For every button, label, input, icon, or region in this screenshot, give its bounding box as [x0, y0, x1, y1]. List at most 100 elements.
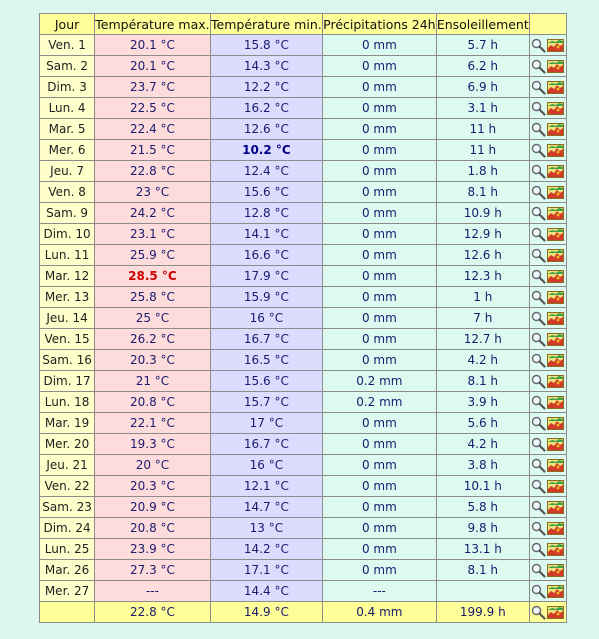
- precipitations-cell: 0 mm: [322, 517, 437, 539]
- temperature-max-cell: 27.3 °C: [94, 559, 211, 581]
- map-icon[interactable]: [547, 353, 565, 367]
- map-icon[interactable]: [547, 59, 565, 73]
- ensoleillement-cell: 13.1 h: [435, 538, 530, 560]
- magnifier-icon[interactable]: [531, 521, 547, 536]
- map-icon[interactable]: [547, 206, 565, 220]
- row-actions: [528, 454, 568, 476]
- map-icon[interactable]: [547, 374, 565, 388]
- row-actions: [528, 349, 568, 371]
- table-row: Dim. 3 23.7 °C 12.2 °C 0 mm 6.9 h: [38, 76, 568, 98]
- table-row: Mar. 19 22.1 °C 17 °C 0 mm 5.6 h: [38, 412, 568, 434]
- temperature-min-cell: 12.2 °C: [209, 76, 324, 98]
- magnifier-icon[interactable]: [531, 500, 547, 515]
- magnifier-icon[interactable]: [531, 458, 547, 473]
- magnifier-icon[interactable]: [531, 290, 547, 305]
- row-actions: [528, 559, 568, 581]
- temperature-min-cell: 15.7 °C: [209, 391, 324, 413]
- map-icon[interactable]: [547, 164, 565, 178]
- magnifier-icon[interactable]: [531, 563, 547, 578]
- magnifier-icon[interactable]: [531, 59, 547, 74]
- map-icon[interactable]: [547, 479, 565, 493]
- magnifier-icon[interactable]: [531, 374, 547, 389]
- map-icon[interactable]: [547, 458, 565, 472]
- map-icon[interactable]: [547, 563, 565, 577]
- totals-actions: [528, 601, 568, 623]
- row-actions: [528, 286, 568, 308]
- map-icon[interactable]: [547, 542, 565, 556]
- precipitations-cell: 0 mm: [322, 475, 437, 497]
- magnifier-icon[interactable]: [531, 143, 547, 158]
- temperature-min-cell: 15.8 °C: [209, 34, 324, 56]
- magnifier-icon[interactable]: [531, 227, 547, 242]
- magnifier-icon[interactable]: [531, 542, 547, 557]
- totals-temperature-min: 14.9 °C: [209, 601, 324, 623]
- temperature-min-cell: 12.1 °C: [209, 475, 324, 497]
- table-row: Lun. 11 25.9 °C 16.6 °C 0 mm 12.6 h: [38, 244, 568, 266]
- magnifier-icon[interactable]: [531, 38, 547, 53]
- precipitations-cell: 0 mm: [322, 307, 437, 329]
- magnifier-icon[interactable]: [531, 395, 547, 410]
- map-icon[interactable]: [547, 500, 565, 514]
- map-icon[interactable]: [547, 332, 565, 346]
- map-icon[interactable]: [547, 290, 565, 304]
- temperature-max-cell: 25.9 °C: [94, 244, 211, 266]
- magnifier-icon[interactable]: [531, 248, 547, 263]
- magnifier-icon[interactable]: [531, 605, 547, 620]
- day-cell: Dim. 24: [38, 517, 96, 539]
- map-icon[interactable]: [547, 395, 565, 409]
- table-row: Ven. 8 23 °C 15.6 °C 0 mm 8.1 h: [38, 181, 568, 203]
- map-icon[interactable]: [547, 416, 565, 430]
- table-row: Jeu. 7 22.8 °C 12.4 °C 0 mm 1.8 h: [38, 160, 568, 182]
- map-icon[interactable]: [547, 227, 565, 241]
- header-ensoleillement: Ensoleillement: [435, 13, 530, 35]
- temperature-min-cell: 16 °C: [209, 307, 324, 329]
- map-icon[interactable]: [547, 122, 565, 136]
- map-icon[interactable]: [547, 437, 565, 451]
- magnifier-icon[interactable]: [531, 101, 547, 116]
- precipitations-cell: 0.2 mm: [322, 391, 437, 413]
- ensoleillement-cell: 12.7 h: [435, 328, 530, 350]
- map-icon[interactable]: [547, 521, 565, 535]
- map-icon[interactable]: [547, 311, 565, 325]
- temperature-max-cell: 23.7 °C: [94, 76, 211, 98]
- map-icon[interactable]: [547, 269, 565, 283]
- temperature-min-cell: 12.6 °C: [209, 118, 324, 140]
- magnifier-icon[interactable]: [531, 206, 547, 221]
- ensoleillement-cell: 5.8 h: [435, 496, 530, 518]
- magnifier-icon[interactable]: [531, 311, 547, 326]
- row-actions: [528, 202, 568, 224]
- magnifier-icon[interactable]: [531, 185, 547, 200]
- map-icon[interactable]: [547, 185, 565, 199]
- map-icon[interactable]: [547, 80, 565, 94]
- magnifier-icon[interactable]: [531, 164, 547, 179]
- map-icon[interactable]: [547, 143, 565, 157]
- map-icon[interactable]: [547, 38, 565, 52]
- ensoleillement-cell: 3.1 h: [435, 97, 530, 119]
- magnifier-icon[interactable]: [531, 122, 547, 137]
- day-cell: Lun. 4: [38, 97, 96, 119]
- ensoleillement-cell: 8.1 h: [435, 181, 530, 203]
- magnifier-icon[interactable]: [531, 437, 547, 452]
- magnifier-icon[interactable]: [531, 269, 547, 284]
- table-row: Mar. 26 27.3 °C 17.1 °C 0 mm 8.1 h: [38, 559, 568, 581]
- day-cell: Dim. 3: [38, 76, 96, 98]
- magnifier-icon[interactable]: [531, 80, 547, 95]
- precipitations-cell: 0 mm: [322, 454, 437, 476]
- magnifier-icon[interactable]: [531, 353, 547, 368]
- map-icon[interactable]: [547, 101, 565, 115]
- map-icon[interactable]: [547, 605, 565, 619]
- table-row: Ven. 22 20.3 °C 12.1 °C 0 mm 10.1 h: [38, 475, 568, 497]
- magnifier-icon[interactable]: [531, 584, 547, 599]
- table-row: Lun. 25 23.9 °C 14.2 °C 0 mm 13.1 h: [38, 538, 568, 560]
- table-row: Jeu. 21 20 °C 16 °C 0 mm 3.8 h: [38, 454, 568, 476]
- magnifier-icon[interactable]: [531, 416, 547, 431]
- temperature-max-cell: 25.8 °C: [94, 286, 211, 308]
- day-cell: Jeu. 14: [38, 307, 96, 329]
- magnifier-icon[interactable]: [531, 479, 547, 494]
- temperature-max-cell: 22.1 °C: [94, 412, 211, 434]
- ensoleillement-cell: 5.7 h: [435, 34, 530, 56]
- map-icon[interactable]: [547, 248, 565, 262]
- map-icon[interactable]: [547, 584, 565, 598]
- precipitations-cell: ---: [322, 580, 437, 602]
- magnifier-icon[interactable]: [531, 332, 547, 347]
